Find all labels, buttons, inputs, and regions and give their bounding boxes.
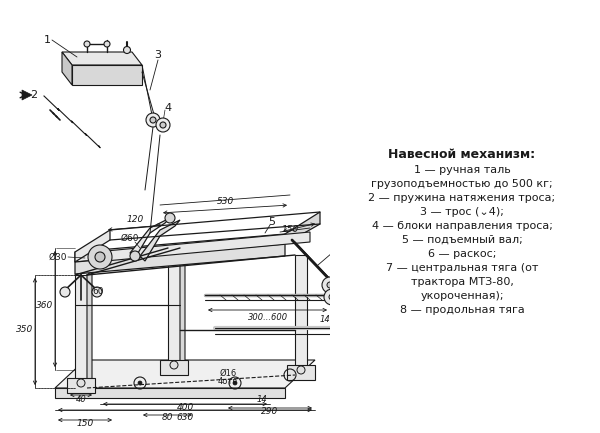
Text: 40: 40 [76,395,86,404]
Text: 7 — центральная тяга (от: 7 — центральная тяга (от [386,263,538,273]
Text: 1 — ручная таль: 1 — ручная таль [413,165,511,175]
Text: 3 — трос (⌄4);: 3 — трос (⌄4); [429,204,507,214]
Circle shape [124,46,131,54]
Text: 14: 14 [257,395,268,404]
Text: трактора МТЗ-80,: трактора МТЗ-80, [410,277,514,287]
Text: 350: 350 [16,326,34,335]
Text: Ø60: Ø60 [121,233,139,242]
Polygon shape [62,52,142,65]
Text: 400: 400 [176,403,194,411]
Circle shape [322,277,338,293]
Text: 8 — продольная тяга: 8 — продольная тяга [410,299,526,309]
Text: 300...600: 300...600 [248,313,288,321]
Text: 5: 5 [269,217,275,227]
Text: 150: 150 [281,226,299,235]
Polygon shape [55,360,315,388]
Polygon shape [160,360,188,375]
Text: 14: 14 [320,316,331,324]
Circle shape [130,251,140,261]
Text: 4отв: 4отв [218,377,238,385]
Text: 5 — подъемный вал;: 5 — подъемный вал; [411,232,525,242]
Polygon shape [180,244,185,370]
Text: 4 — блоки направления троса;: 4 — блоки направления троса; [371,221,553,231]
Circle shape [95,252,105,262]
Circle shape [165,213,175,223]
Circle shape [84,41,90,47]
Text: Ø16: Ø16 [220,368,236,378]
Polygon shape [95,232,310,262]
Text: 4: 4 [164,103,172,113]
Circle shape [170,361,178,369]
Bar [330,100,595,380]
Text: 150: 150 [76,419,94,427]
Text: 8 — продольная тяга: 8 — продольная тяга [400,305,524,315]
Text: грузоподъемностью до 500 кг;: грузоподъемностью до 500 кг; [371,179,553,189]
Circle shape [92,287,102,297]
Polygon shape [285,212,320,244]
Text: 5 — подъемный вал;: 5 — подъемный вал; [401,235,523,245]
Circle shape [104,41,110,47]
Circle shape [160,122,166,128]
Polygon shape [87,271,92,388]
Text: 2: 2 [30,90,37,100]
Text: 6 — раскос;: 6 — раскос; [428,249,496,259]
Polygon shape [75,230,110,262]
Text: Навесной механизм:: Навесной механизм: [398,148,538,161]
Text: трактора МТЗ-80,: трактора МТЗ-80, [420,272,516,282]
Text: 6 — раскос;: 6 — раскос; [436,245,500,255]
Polygon shape [75,275,87,388]
Text: 3 — трос (⌄4);: 3 — трос (⌄4); [420,207,504,217]
Text: 80: 80 [161,414,173,423]
Text: Навесной механизм:: Навесной механизм: [388,148,536,161]
Circle shape [339,327,347,335]
Text: 2 — пружина натяжения троса;: 2 — пружина натяжения троса; [368,193,556,203]
Polygon shape [75,244,285,274]
Circle shape [333,321,353,341]
Text: 3: 3 [155,50,161,60]
Polygon shape [287,365,315,380]
Polygon shape [72,65,142,85]
Circle shape [156,118,170,132]
Text: грузоподъемностью до 500 кг;: грузоподъемностью до 500 кг; [383,178,553,187]
Circle shape [233,381,237,385]
Circle shape [60,287,70,297]
Text: 7 — центральная тяга (от: 7 — центральная тяга (от [397,259,539,268]
Circle shape [150,117,156,123]
Text: 360: 360 [37,301,53,310]
Text: 7: 7 [338,273,346,283]
Text: 1 — ручная таль: 1 — ручная таль [423,164,513,174]
Text: 530: 530 [217,197,233,207]
Polygon shape [67,378,95,393]
Circle shape [77,379,85,387]
Polygon shape [55,388,285,398]
Text: 630: 630 [176,413,194,421]
Polygon shape [22,90,32,100]
Text: 2 — пружина натяжения троса;: 2 — пружина натяжения троса; [380,191,556,201]
Text: 6: 6 [331,245,338,255]
Text: укороченная);: укороченная); [420,291,504,301]
Circle shape [324,289,340,305]
Text: Ø30: Ø30 [49,252,67,262]
Circle shape [329,294,335,300]
Polygon shape [168,248,180,370]
Text: 60: 60 [92,288,104,297]
Circle shape [138,381,142,385]
Circle shape [297,366,305,374]
Text: укороченная);: укороченная); [429,285,507,295]
Text: 120: 120 [127,216,143,224]
Text: 290: 290 [262,407,278,417]
Polygon shape [295,255,307,375]
Circle shape [327,282,333,288]
Polygon shape [62,52,72,85]
Text: 4 — блоки направления троса;: 4 — блоки направления троса; [383,218,553,228]
Circle shape [146,113,160,127]
Text: 8: 8 [341,308,349,318]
Polygon shape [75,234,285,262]
Circle shape [88,245,112,269]
Polygon shape [130,218,170,258]
Text: 1: 1 [44,35,50,45]
Polygon shape [140,220,180,261]
